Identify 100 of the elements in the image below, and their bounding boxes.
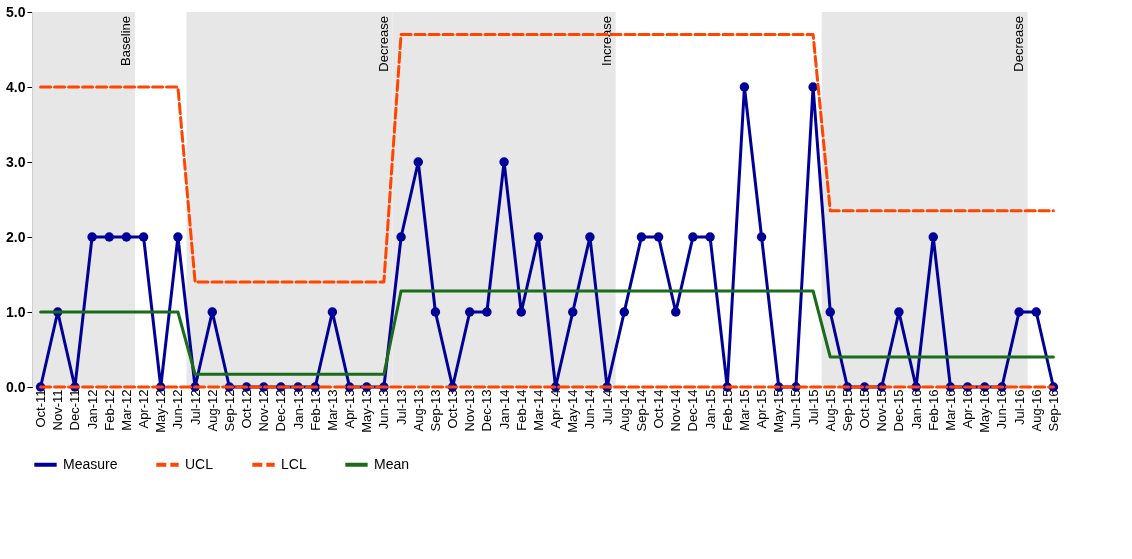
x-tick-label: Sep-16 xyxy=(1045,389,1061,432)
point xyxy=(516,307,526,317)
x-tick-label: Jul-16 xyxy=(1011,389,1027,425)
band-label: Decrease xyxy=(375,16,391,72)
x-tick-label: May-13 xyxy=(359,389,375,433)
point xyxy=(396,232,406,242)
x-tick-label: Nov-12 xyxy=(256,389,272,432)
x-tick-label: Mar-12 xyxy=(118,389,134,431)
x-tick-label: Aug-12 xyxy=(204,389,220,432)
x-tick-label: Sep-12 xyxy=(221,389,237,432)
x-tick-label: Feb-14 xyxy=(513,389,529,431)
point xyxy=(671,307,681,317)
legend-label: Mean xyxy=(374,455,410,472)
y-tick-label: 3.0 xyxy=(6,153,26,170)
x-tick-label: Oct-13 xyxy=(445,389,461,429)
x-tick-label: Dec-13 xyxy=(479,389,495,432)
point xyxy=(636,232,647,242)
x-tick-label: Oct-11 xyxy=(33,389,49,428)
x-tick-label: May-14 xyxy=(565,389,581,433)
x-tick-label: Apr-16 xyxy=(960,389,976,429)
point xyxy=(104,232,114,242)
x-tick-label: Dec-12 xyxy=(273,389,289,432)
x-tick-label: Aug-13 xyxy=(410,389,426,432)
x-tick-label: May-12 xyxy=(153,389,169,433)
x-tick-label: Jun-14 xyxy=(582,389,598,430)
x-tick-label: Nov-13 xyxy=(462,389,478,432)
point xyxy=(173,232,183,242)
x-tick-label: Aug-14 xyxy=(616,389,632,432)
x-tick-label: Dec-11 xyxy=(67,389,83,431)
x-tick-label: Jul-12 xyxy=(187,389,203,425)
x-tick-label: Nov-11 xyxy=(50,389,66,431)
x-tick-label: May-15 xyxy=(771,389,787,433)
point xyxy=(619,307,629,317)
x-tick-label: Sep-15 xyxy=(839,389,855,432)
x-tick-label: Feb-13 xyxy=(307,389,323,431)
point xyxy=(87,232,97,242)
x-tick-label: Feb-15 xyxy=(719,389,735,431)
x-tick-label: Dec-14 xyxy=(685,389,701,432)
point xyxy=(499,157,509,167)
x-tick-label: Nov-15 xyxy=(874,389,890,432)
point xyxy=(894,307,904,317)
point xyxy=(207,307,217,317)
point xyxy=(121,232,132,242)
x-tick-label: Feb-12 xyxy=(101,389,117,431)
point xyxy=(739,82,750,92)
point xyxy=(808,82,818,92)
band-label: Increase xyxy=(598,16,614,66)
band-label: Baseline xyxy=(118,16,133,66)
x-tick-label: Jul-15 xyxy=(805,389,821,425)
x-tick-label: Jan-16 xyxy=(908,389,924,430)
point xyxy=(1014,307,1024,317)
x-tick-label: Jun-15 xyxy=(788,389,804,430)
point xyxy=(653,232,664,242)
x-tick-label: Jun-12 xyxy=(170,389,186,430)
x-tick-label: Apr-13 xyxy=(342,389,358,429)
point xyxy=(465,307,475,317)
x-tick-label: Jul-14 xyxy=(599,389,615,425)
point xyxy=(688,232,698,242)
x-tick-label: Dec-15 xyxy=(891,389,907,432)
point xyxy=(568,307,578,317)
line-series xyxy=(39,289,1055,376)
x-tick-label: Jun-13 xyxy=(376,389,392,430)
point xyxy=(327,307,338,317)
point xyxy=(585,232,595,242)
y-tick-label: 1.0 xyxy=(6,303,26,320)
point xyxy=(928,232,938,242)
point xyxy=(1031,307,1041,317)
y-tick-label: 0.0 xyxy=(6,378,26,395)
x-tick-label: Nov-14 xyxy=(668,389,684,432)
x-tick-label: Feb-16 xyxy=(925,389,941,431)
x-tick-label: Aug-16 xyxy=(1028,389,1044,432)
x-tick-label: Mar-16 xyxy=(942,389,958,431)
x-tick-label: Aug-15 xyxy=(822,389,838,432)
x-tick-label: Sep-14 xyxy=(633,389,649,432)
x-tick-label: Mar-13 xyxy=(324,389,340,431)
x-tick-label: Oct-12 xyxy=(239,389,255,429)
point xyxy=(756,232,767,242)
x-tick-label: Jan-13 xyxy=(290,389,306,430)
x-tick-label: Mar-15 xyxy=(736,389,752,431)
x-tick-label: Jun-16 xyxy=(994,389,1010,430)
legend-label: Measure xyxy=(63,455,118,472)
x-tick-label: Jan-12 xyxy=(84,389,100,430)
x-tick-label: Jan-15 xyxy=(702,389,718,430)
x-tick-label: Apr-14 xyxy=(548,389,564,429)
band-label: Decrease xyxy=(1010,16,1026,72)
x-tick-label: Mar-14 xyxy=(530,389,546,431)
point xyxy=(482,307,492,317)
point xyxy=(825,307,835,317)
legend-label: UCL xyxy=(185,455,214,472)
y-tick-label: 2.0 xyxy=(6,228,26,245)
x-tick-label: Oct-15 xyxy=(857,389,873,429)
y-tick-label: 4.0 xyxy=(6,78,26,95)
x-tick-label: Jul-13 xyxy=(393,389,409,425)
point xyxy=(705,232,715,242)
x-tick-label: May-16 xyxy=(977,389,993,433)
point xyxy=(430,307,441,317)
x-tick-label: Apr-12 xyxy=(136,389,152,429)
y-tick-label: 5.0 xyxy=(6,3,26,20)
x-tick-label: Sep-13 xyxy=(427,389,443,432)
point xyxy=(138,232,149,242)
